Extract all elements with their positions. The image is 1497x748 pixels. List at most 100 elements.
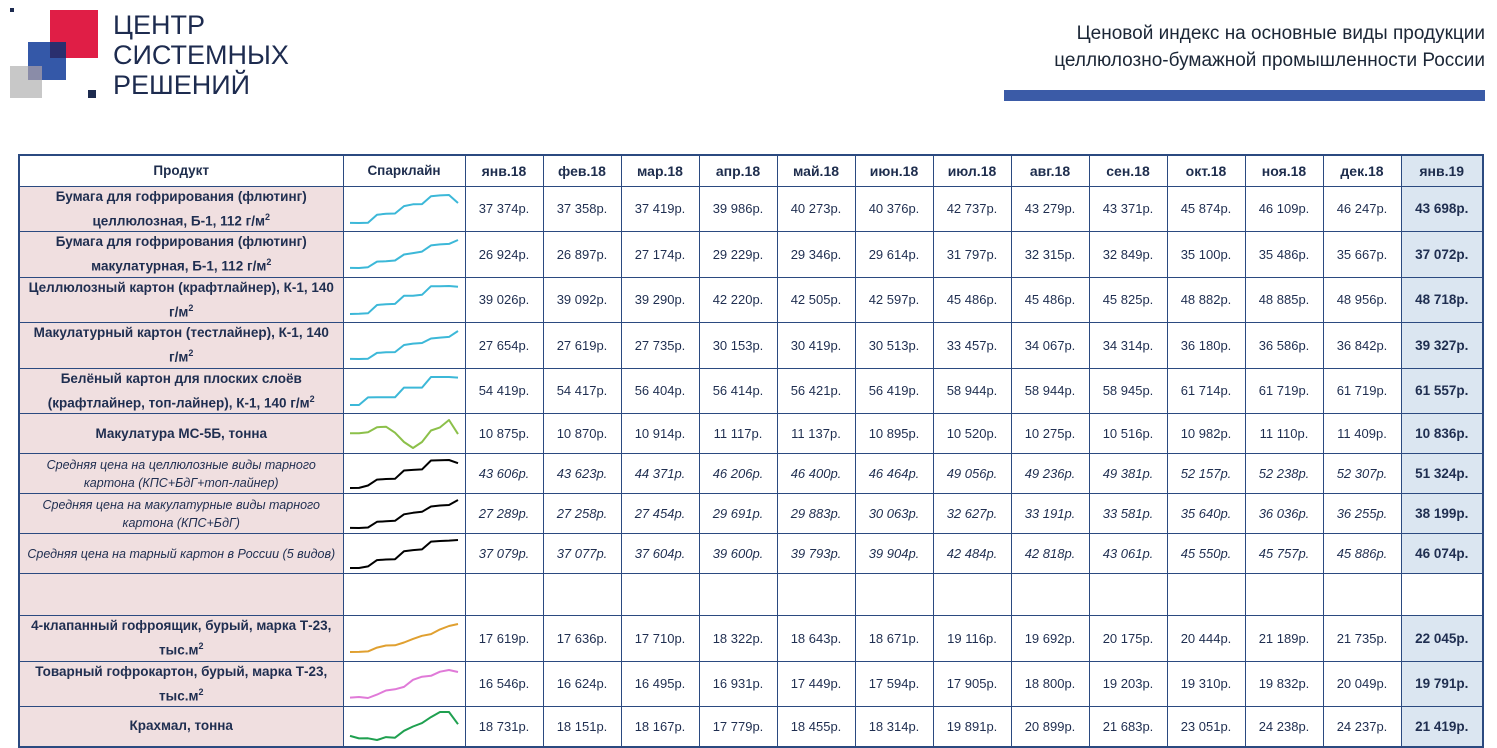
value-cell: 10 275р. <box>1010 413 1090 454</box>
logo-line: СИСТЕМНЫХ <box>113 40 289 70</box>
value-cell: 20 175р. <box>1088 615 1168 662</box>
product-cell: Товарный гофрокартон, бурый, марка Т-23,… <box>18 660 344 707</box>
column-header-month: ноя.18 <box>1244 154 1324 187</box>
value-cell: 39 327р. <box>1400 322 1484 369</box>
logo-line: ЦЕНТР <box>113 10 205 40</box>
value-cell: 30 063р. <box>854 493 934 534</box>
sparkline-chart <box>349 418 459 449</box>
sparkline-line <box>349 193 459 224</box>
sparkline-cell <box>342 706 466 747</box>
value-cell: 17 594р. <box>854 660 934 707</box>
value-cell: 27 289р. <box>464 493 544 534</box>
value-cell: 43 279р. <box>1010 185 1090 232</box>
product-name-line: Белёный картон для плоских слоёв <box>60 370 302 386</box>
sparkline-line <box>349 418 459 449</box>
value-cell: 54 419р. <box>464 367 544 414</box>
value-cell: 39 600р. <box>698 533 778 574</box>
sparkline-chart <box>349 284 459 315</box>
product-name-line: Средняя цена на тарный картон в России (… <box>27 546 336 561</box>
table-row: Товарный гофрокартон, бурый, марка Т-23,… <box>18 660 1484 707</box>
value-cell: 16 495р. <box>620 660 700 707</box>
value-cell: 10 836р. <box>1400 413 1484 454</box>
value-cell: 37 072р. <box>1400 231 1484 278</box>
value-cell: 36 842р. <box>1322 322 1402 369</box>
product-name-line: г/м2 <box>24 298 339 323</box>
product-name-text: (крафтлайнер, топ-лайнер), К-1, 140 г/м <box>47 395 310 410</box>
value-cell: 19 203р. <box>1088 660 1168 707</box>
sparkline-cell <box>342 615 466 662</box>
value-cell: 37 077р. <box>542 533 622 574</box>
title-underline-bar <box>1004 90 1485 101</box>
price-index-table: Продукт Спарклайн янв.18 фев.18 мар.18 апр.… <box>18 154 1484 748</box>
value-cell: 17 710р. <box>620 615 700 662</box>
value-cell: 54 417р. <box>542 367 622 414</box>
product-name-line: Средняя цена на макулатурные виды тарног… <box>42 497 321 512</box>
sparkline-chart <box>349 498 459 529</box>
product-name-line: (крафтлайнер, топ-лайнер), К-1, 140 г/м2 <box>24 389 339 414</box>
value-cell: 29 346р. <box>776 231 856 278</box>
product-name-line: тыс.м2 <box>24 636 339 661</box>
value-cell: 61 719р. <box>1322 367 1402 414</box>
value-cell: 48 882р. <box>1166 276 1246 323</box>
table-row <box>18 573 1484 616</box>
column-header-month: окт.18 <box>1166 154 1246 187</box>
product-name-line: 4-клапанный гофроящик, бурый, марка Т-23… <box>31 618 332 633</box>
value-cell: 33 457р. <box>932 322 1012 369</box>
value-cell <box>1088 573 1168 616</box>
value-cell <box>854 573 934 616</box>
value-cell: 27 654р. <box>464 322 544 369</box>
value-cell: 48 885р. <box>1244 276 1324 323</box>
sparkline-line <box>349 668 459 699</box>
sparkline-line <box>349 239 459 270</box>
value-cell: 10 520р. <box>932 413 1012 454</box>
value-cell: 19 116р. <box>932 615 1012 662</box>
column-header-month: фев.18 <box>542 154 622 187</box>
value-cell: 49 236р. <box>1010 453 1090 494</box>
value-cell: 11 409р. <box>1322 413 1402 454</box>
value-cell: 56 419р. <box>854 367 934 414</box>
value-cell <box>620 573 700 616</box>
value-cell: 49 056р. <box>932 453 1012 494</box>
value-cell: 10 870р. <box>542 413 622 454</box>
product-name-text: г/м <box>169 304 189 319</box>
value-cell: 33 581р. <box>1088 493 1168 534</box>
value-cell: 36 255р. <box>1322 493 1402 534</box>
product-name-line: г/м2 <box>24 343 339 368</box>
value-cell: 45 886р. <box>1322 533 1402 574</box>
column-header-month: дек.18 <box>1322 154 1402 187</box>
value-cell: 39 290р. <box>620 276 700 323</box>
value-cell: 27 454р. <box>620 493 700 534</box>
table-row: Целлюлозный картон (крафтлайнер), К-1, 1… <box>18 276 1484 323</box>
product-name-text: тыс.м <box>159 688 199 703</box>
sparkline-cell <box>342 453 466 494</box>
value-cell: 19 791р. <box>1400 660 1484 707</box>
value-cell: 17 619р. <box>464 615 544 662</box>
unit-superscript: 2 <box>198 641 204 651</box>
column-header-month: май.18 <box>776 154 856 187</box>
value-cell: 56 404р. <box>620 367 700 414</box>
sparkline-chart <box>349 330 459 361</box>
table-row: 4-клапанный гофроящик, бурый, марка Т-23… <box>18 615 1484 662</box>
value-cell: 27 174р. <box>620 231 700 278</box>
product-cell: Белёный картон для плоских слоёв (крафтла… <box>18 367 344 414</box>
sparkline-cell <box>342 276 466 323</box>
value-cell <box>1166 573 1246 616</box>
value-cell: 21 683р. <box>1088 706 1168 747</box>
value-cell: 38 199р. <box>1400 493 1484 534</box>
value-cell: 10 982р. <box>1166 413 1246 454</box>
value-cell: 21 189р. <box>1244 615 1324 662</box>
value-cell: 52 238р. <box>1244 453 1324 494</box>
sparkline-line <box>349 284 459 315</box>
value-cell: 11 137р. <box>776 413 856 454</box>
value-cell <box>776 573 856 616</box>
value-cell: 49 381р. <box>1088 453 1168 494</box>
value-cell: 58 944р. <box>1010 367 1090 414</box>
value-cell: 42 737р. <box>932 185 1012 232</box>
value-cell: 61 714р. <box>1166 367 1246 414</box>
sparkline-cell <box>342 660 466 707</box>
value-cell: 11 110р. <box>1244 413 1324 454</box>
value-cell: 18 455р. <box>776 706 856 747</box>
value-cell: 27 735р. <box>620 322 700 369</box>
sparkline-line <box>349 330 459 361</box>
product-name-text: макулатурная, Б-1, 112 г/м <box>91 258 267 274</box>
